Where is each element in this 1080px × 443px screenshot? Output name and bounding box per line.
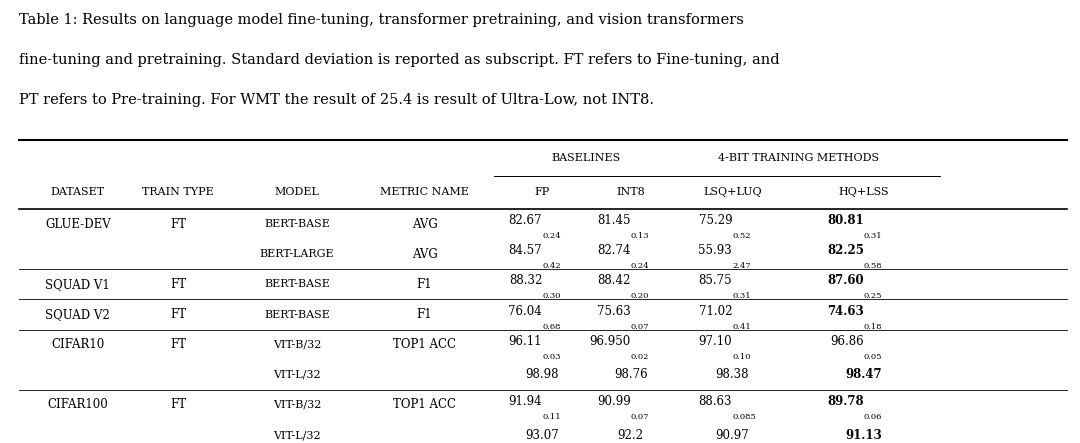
Text: 0.24: 0.24 bbox=[631, 262, 649, 270]
Text: BASELINES: BASELINES bbox=[552, 153, 621, 163]
Text: 75.29: 75.29 bbox=[699, 214, 732, 227]
Text: 80.81: 80.81 bbox=[827, 214, 864, 227]
Text: METRIC NAME: METRIC NAME bbox=[380, 187, 469, 198]
Text: HQ+LSS: HQ+LSS bbox=[839, 187, 889, 198]
Text: 84.57: 84.57 bbox=[509, 244, 542, 257]
Text: 81.45: 81.45 bbox=[597, 214, 631, 227]
Text: 96.11: 96.11 bbox=[509, 334, 542, 348]
Text: 98.38: 98.38 bbox=[715, 368, 750, 381]
Text: 55.93: 55.93 bbox=[699, 244, 732, 257]
Text: 98.47: 98.47 bbox=[846, 368, 882, 381]
Text: 0.05: 0.05 bbox=[864, 353, 882, 361]
Text: 0.68: 0.68 bbox=[542, 323, 561, 330]
Text: 82.25: 82.25 bbox=[827, 244, 864, 257]
Text: 91.13: 91.13 bbox=[846, 428, 882, 442]
Text: 0.52: 0.52 bbox=[732, 232, 751, 240]
Text: BERT-LARGE: BERT-LARGE bbox=[259, 249, 335, 259]
Text: 0.42: 0.42 bbox=[542, 262, 561, 270]
Text: 0.06: 0.06 bbox=[864, 413, 882, 421]
Text: 0.20: 0.20 bbox=[631, 292, 649, 300]
Text: LSQ+LUQ: LSQ+LUQ bbox=[703, 187, 761, 198]
Text: Table 1: Results on language model fine-tuning, transformer pretraining, and vis: Table 1: Results on language model fine-… bbox=[19, 13, 744, 27]
Text: VIT-L/32: VIT-L/32 bbox=[273, 370, 321, 380]
Text: FT: FT bbox=[171, 278, 186, 291]
Text: 85.75: 85.75 bbox=[699, 274, 732, 288]
Text: FT: FT bbox=[171, 308, 186, 321]
Text: 0.18: 0.18 bbox=[864, 323, 882, 330]
Text: 89.78: 89.78 bbox=[827, 395, 864, 408]
Text: 76.04: 76.04 bbox=[509, 304, 542, 318]
Text: 0.03: 0.03 bbox=[542, 353, 561, 361]
Text: 2.47: 2.47 bbox=[732, 262, 751, 270]
Text: 0.10: 0.10 bbox=[732, 353, 751, 361]
Text: AVG: AVG bbox=[411, 218, 437, 231]
Text: 97.10: 97.10 bbox=[699, 334, 732, 348]
Text: 0.07: 0.07 bbox=[631, 323, 649, 330]
Text: INT8: INT8 bbox=[617, 187, 645, 198]
Text: FT: FT bbox=[171, 338, 186, 351]
Text: SQUAD V2: SQUAD V2 bbox=[45, 308, 110, 321]
Text: 0.30: 0.30 bbox=[542, 292, 561, 300]
Text: 0.41: 0.41 bbox=[732, 323, 751, 330]
Text: FT: FT bbox=[171, 218, 186, 231]
Text: FT: FT bbox=[171, 398, 186, 412]
Text: 87.60: 87.60 bbox=[827, 274, 864, 288]
Text: F1: F1 bbox=[417, 308, 432, 321]
Text: 0.11: 0.11 bbox=[542, 413, 561, 421]
Text: PT refers to Pre-training. For WMT the result of 25.4 is result of Ultra-Low, no: PT refers to Pre-training. For WMT the r… bbox=[19, 93, 654, 107]
Text: 92.2: 92.2 bbox=[618, 428, 644, 442]
Text: fine-tuning and pretraining. Standard deviation is reported as subscript. FT ref: fine-tuning and pretraining. Standard de… bbox=[19, 53, 780, 67]
Text: 82.67: 82.67 bbox=[509, 214, 542, 227]
Text: TOP1 ACC: TOP1 ACC bbox=[393, 338, 456, 351]
Text: F1: F1 bbox=[417, 278, 432, 291]
Text: 93.07: 93.07 bbox=[525, 428, 559, 442]
Text: BERT-BASE: BERT-BASE bbox=[265, 280, 329, 289]
Text: MODEL: MODEL bbox=[274, 187, 320, 198]
Text: BERT-BASE: BERT-BASE bbox=[265, 219, 329, 229]
Text: CIFAR10: CIFAR10 bbox=[51, 338, 105, 351]
Text: 90.97: 90.97 bbox=[715, 428, 750, 442]
Text: 98.76: 98.76 bbox=[613, 368, 648, 381]
Text: BERT-BASE: BERT-BASE bbox=[265, 310, 329, 319]
Text: 0.58: 0.58 bbox=[864, 262, 882, 270]
Text: 96.950: 96.950 bbox=[590, 334, 631, 348]
Text: TRAIN TYPE: TRAIN TYPE bbox=[143, 187, 214, 198]
Text: TOP1 ACC: TOP1 ACC bbox=[393, 398, 456, 412]
Text: 74.63: 74.63 bbox=[827, 304, 864, 318]
Text: VIT-B/32: VIT-B/32 bbox=[273, 340, 321, 350]
Text: 0.02: 0.02 bbox=[631, 353, 649, 361]
Text: VIT-L/32: VIT-L/32 bbox=[273, 430, 321, 440]
Text: 88.42: 88.42 bbox=[597, 274, 631, 288]
Text: 0.31: 0.31 bbox=[732, 292, 751, 300]
Text: SQUAD V1: SQUAD V1 bbox=[45, 278, 110, 291]
Text: 0.07: 0.07 bbox=[631, 413, 649, 421]
Text: DATASET: DATASET bbox=[51, 187, 105, 198]
Text: 88.32: 88.32 bbox=[509, 274, 542, 288]
Text: 75.63: 75.63 bbox=[597, 304, 631, 318]
Text: 0.085: 0.085 bbox=[732, 413, 756, 421]
Text: 82.74: 82.74 bbox=[597, 244, 631, 257]
Text: 90.99: 90.99 bbox=[597, 395, 631, 408]
Text: 0.31: 0.31 bbox=[864, 232, 882, 240]
Text: 88.63: 88.63 bbox=[699, 395, 732, 408]
Text: AVG: AVG bbox=[411, 248, 437, 261]
Text: 71.02: 71.02 bbox=[699, 304, 732, 318]
Text: VIT-B/32: VIT-B/32 bbox=[273, 400, 321, 410]
Text: 91.94: 91.94 bbox=[509, 395, 542, 408]
Text: 96.86: 96.86 bbox=[831, 334, 864, 348]
Text: 0.25: 0.25 bbox=[864, 292, 882, 300]
Text: 0.24: 0.24 bbox=[542, 232, 561, 240]
Text: CIFAR100: CIFAR100 bbox=[48, 398, 108, 412]
Text: 98.98: 98.98 bbox=[525, 368, 559, 381]
Text: 4-BIT TRAINING METHODS: 4-BIT TRAINING METHODS bbox=[717, 153, 879, 163]
Text: GLUE-DEV: GLUE-DEV bbox=[45, 218, 110, 231]
Text: FP: FP bbox=[535, 187, 550, 198]
Text: 0.13: 0.13 bbox=[631, 232, 649, 240]
